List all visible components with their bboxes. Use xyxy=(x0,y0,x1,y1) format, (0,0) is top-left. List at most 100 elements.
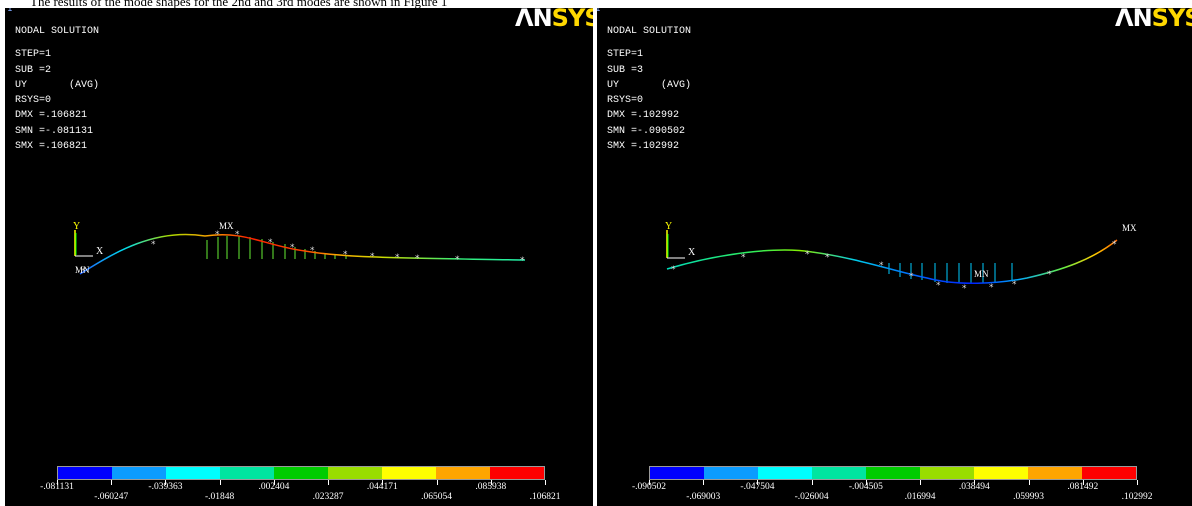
svg-text:*: * xyxy=(415,254,420,264)
smx-text: SMX =.106821 xyxy=(15,141,88,153)
legend-value-label: .038494 xyxy=(958,482,990,492)
legend-value-label: -.004505 xyxy=(848,482,883,492)
legend-value-label: -.069003 xyxy=(686,492,721,502)
legend-band xyxy=(812,467,866,479)
solution-info: NODAL SOLUTION STEP=1 SUB =2 UY (AVG) RSY… xyxy=(15,24,99,154)
legend-tick xyxy=(1137,480,1138,485)
legend-tick xyxy=(57,480,58,485)
legend-band xyxy=(920,467,974,479)
item-text: UY (AVG) xyxy=(15,79,100,91)
legend-band xyxy=(490,467,544,479)
svg-text:*: * xyxy=(805,250,810,260)
legend-band xyxy=(436,467,490,479)
svg-text:*: * xyxy=(962,284,967,294)
legend-band xyxy=(1028,467,1082,479)
item-text: UY (AVG) xyxy=(607,79,692,91)
legend-tick xyxy=(111,480,113,485)
legend-tick xyxy=(649,480,650,485)
mode-shape-plot: Y X * * * * * * * * * * * * * MX MN xyxy=(73,221,526,277)
step-text: STEP=1 xyxy=(607,49,644,61)
legend-value-label: -.090502 xyxy=(631,482,667,492)
legend-tick xyxy=(974,480,976,485)
svg-text:*: * xyxy=(741,253,746,263)
legend-band xyxy=(866,467,920,479)
legend-tick xyxy=(811,480,813,485)
legend-value-label: .106821 xyxy=(529,492,561,502)
svg-text:*: * xyxy=(1047,270,1052,280)
dmx-text: DMX =.102992 xyxy=(607,110,680,122)
legend-value-label: -.081131 xyxy=(40,482,74,492)
rsys-text: RSYS=0 xyxy=(15,95,52,107)
window-number: 1 xyxy=(597,8,601,14)
graphics-window-right[interactable]: 1 ΛNSYS NODAL SOLUTION STEP=1 SUB =3 UY(… xyxy=(597,8,1192,506)
legend-value-label: .044171 xyxy=(366,482,398,492)
sub-text: SUB =3 xyxy=(607,64,644,76)
caption-strip: The results of the mode shapes for the 2… xyxy=(0,0,1192,8)
legend-value-label: .023287 xyxy=(312,492,344,502)
legend-band xyxy=(112,467,166,479)
legend-value-label: .081492 xyxy=(1067,482,1099,492)
legend-value-label: -.039363 xyxy=(148,482,183,492)
svg-text:*: * xyxy=(215,230,220,240)
svg-text:*: * xyxy=(151,240,156,250)
max-marker: MX xyxy=(219,221,234,231)
svg-text:*: * xyxy=(1012,280,1017,290)
svg-text:*: * xyxy=(825,253,830,263)
axis-triad: Y X xyxy=(665,221,696,259)
legend-value-label: .016994 xyxy=(904,492,936,502)
legend-tick xyxy=(1028,480,1030,485)
deformed-shape xyxy=(79,233,526,275)
svg-text:*: * xyxy=(520,256,525,266)
legend-band xyxy=(758,467,812,479)
deflection-lines xyxy=(206,236,347,259)
mode-shape-plot: Y X * * * * * * * * * * * * MX MN xyxy=(665,221,1137,294)
node-markers: * * * * * * * * * * * * * xyxy=(81,230,525,277)
min-marker: MN xyxy=(974,269,989,279)
legend-band xyxy=(166,467,220,479)
legend-tick xyxy=(490,480,492,485)
svg-text:*: * xyxy=(310,246,315,256)
legend-band xyxy=(704,467,758,479)
legend-value-label: -.01848 xyxy=(205,492,235,502)
dmx-text: DMX =.106821 xyxy=(15,110,88,122)
svg-text:*: * xyxy=(290,243,295,253)
legend-value-label: -.060247 xyxy=(94,492,129,502)
node-markers: * * * * * * * * * * * * xyxy=(671,240,1117,294)
contour-legend-bar xyxy=(57,466,545,480)
legend-tick xyxy=(703,480,705,485)
axis-y-label: Y xyxy=(73,221,80,232)
legend-band xyxy=(650,467,704,479)
svg-text:*: * xyxy=(343,250,348,260)
deformed-shape xyxy=(666,239,1118,285)
legend-value-label: .102992 xyxy=(1121,492,1153,502)
legend-band xyxy=(382,467,436,479)
legend-value-label: .085938 xyxy=(475,482,507,492)
legend-tick xyxy=(1082,480,1084,485)
solution-title: NODAL SOLUTION xyxy=(607,26,692,37)
axis-x-label: X xyxy=(96,246,104,257)
svg-text:*: * xyxy=(909,272,914,282)
svg-text:*: * xyxy=(879,261,884,271)
legend-value-label: .059993 xyxy=(1013,492,1044,502)
legend-tick xyxy=(545,480,546,485)
svg-text:*: * xyxy=(1112,240,1117,250)
step-text: STEP=1 xyxy=(15,49,52,61)
graphics-window-left[interactable]: 1 ΛNSYS NODAL SOLUTION STEP=1 SUB =2 UY(… xyxy=(5,8,593,506)
legend-band xyxy=(220,467,274,479)
legend-band xyxy=(1082,467,1136,479)
legend-band xyxy=(58,467,112,479)
smn-text: SMN =-.081131 xyxy=(15,125,94,137)
axis-x-label: X xyxy=(688,247,696,258)
svg-text:*: * xyxy=(370,252,375,262)
caption-text: The results of the mode shapes for the 2… xyxy=(30,0,448,8)
sub-text: SUB =2 xyxy=(15,64,52,76)
legend-tick xyxy=(865,480,867,485)
legend-tick xyxy=(436,480,438,485)
legend-tick xyxy=(273,480,275,485)
legend-band xyxy=(328,467,382,479)
legend-tick xyxy=(165,480,167,485)
legend-tick xyxy=(328,480,330,485)
svg-text:*: * xyxy=(268,238,273,248)
svg-text:*: * xyxy=(81,267,86,277)
smn-text: SMN =-.090502 xyxy=(607,125,686,137)
